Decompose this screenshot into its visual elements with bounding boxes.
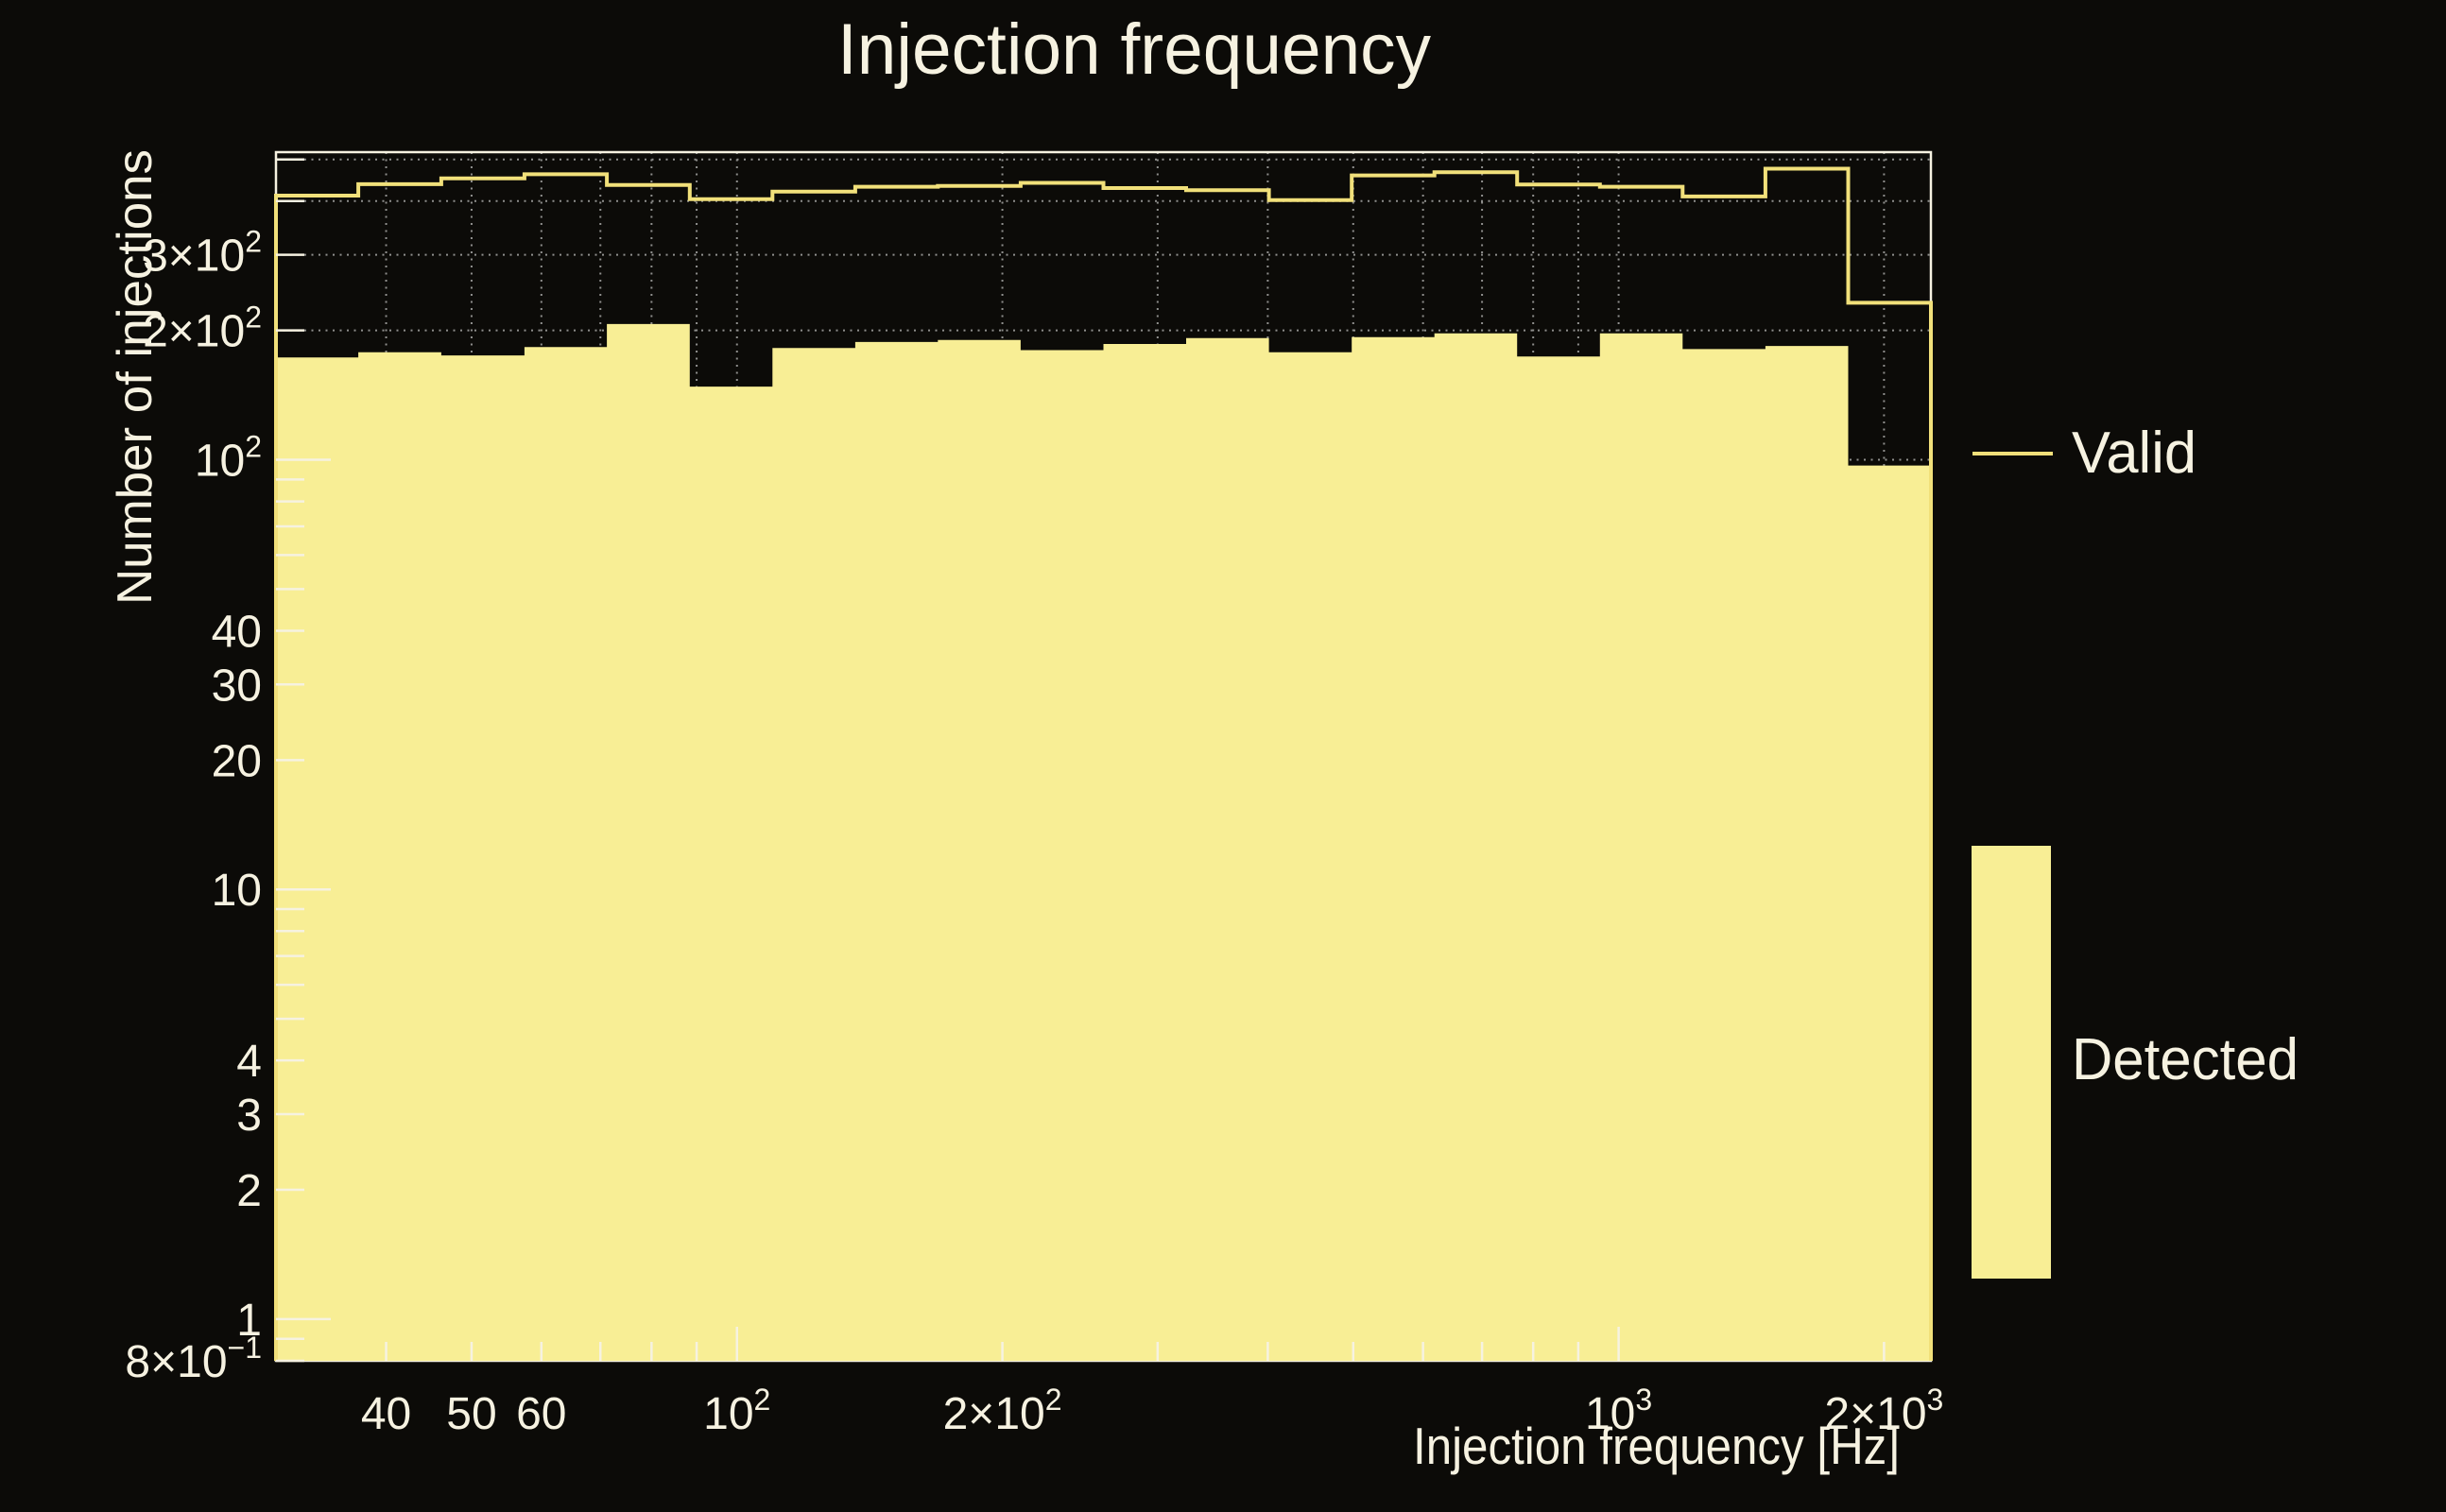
- x-tick-label: 2×103: [1824, 1383, 1943, 1439]
- histogram-series: [274, 166, 1933, 1361]
- y-tick-label: 30: [212, 661, 262, 711]
- x-tick-label: 2×102: [943, 1383, 1062, 1439]
- y-tick-label: 4: [236, 1037, 262, 1087]
- y-tick-label: 40: [212, 607, 262, 657]
- x-tick-label: 102: [703, 1383, 770, 1439]
- y-tick-label: 3: [236, 1091, 262, 1141]
- x-tick-label: 60: [516, 1389, 566, 1439]
- y-axis-label: Number of injections: [108, 149, 163, 605]
- legend: Valid Detected: [1972, 421, 2299, 1279]
- y-tick-label: 102: [195, 430, 262, 487]
- chart-title: Injection frequency: [837, 9, 1431, 90]
- y-tick-label: 2×102: [143, 301, 262, 357]
- legend-valid-label: Valid: [2072, 421, 2196, 486]
- y-tick-label: 3×102: [143, 225, 262, 282]
- series-detected-fill: [276, 323, 1931, 1361]
- x-tick-label: 103: [1585, 1383, 1652, 1439]
- series-valid-line: [274, 166, 1933, 1361]
- y-tick-label: 20: [212, 736, 262, 786]
- y-tick-label: 8×10−1: [125, 1331, 262, 1387]
- x-axis-label: Injection frequency [Hz]: [1413, 1417, 1900, 1475]
- legend-detected-fill-swatch: [1972, 846, 2051, 1279]
- legend-detected-label: Detected: [2072, 1027, 2299, 1092]
- y-tick-label: 10: [212, 866, 262, 916]
- axis-tick-marks: [276, 158, 1886, 1363]
- y-tick-label: 2: [236, 1166, 262, 1216]
- y-tick-label: 1: [236, 1296, 262, 1346]
- x-tick-label: 50: [446, 1389, 496, 1439]
- x-tick-label: 40: [361, 1389, 411, 1439]
- axis-tick-labels: 40 50 60 102 2×102 103 2×1038×10−1123410203040…: [125, 225, 1943, 1439]
